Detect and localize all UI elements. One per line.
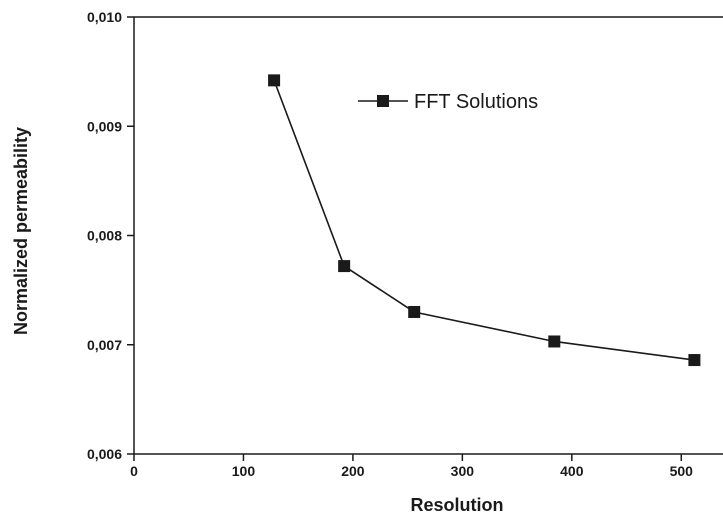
- data-point-marker: [338, 260, 351, 273]
- series: [268, 74, 701, 367]
- y-tick-label: 0,008: [87, 228, 122, 244]
- ticks: 0 100 200 300 400 500 0,006 0,007 0,008 0,009 0,01…: [87, 9, 693, 479]
- y-tick-label: 0,006: [87, 446, 122, 462]
- y-tick-label: 0,009: [87, 118, 122, 134]
- x-tick-label: 200: [341, 463, 365, 479]
- series-line: [273, 80, 695, 361]
- y-tick-label: 0,007: [87, 337, 122, 353]
- x-tick-label: 500: [670, 463, 694, 479]
- data-point-marker: [688, 354, 701, 367]
- x-tick-label: 400: [560, 463, 584, 479]
- legend-label: FFT Solutions: [414, 91, 538, 113]
- axes: [133, 16, 723, 455]
- y-axis-title: Normalized permeability: [11, 127, 31, 335]
- x-tick-label: 300: [451, 463, 475, 479]
- x-tick-label: 0: [130, 463, 138, 479]
- data-point-marker: [408, 305, 421, 318]
- x-tick-label: 100: [232, 463, 256, 479]
- legend-marker: [377, 95, 389, 107]
- data-point-marker: [268, 74, 281, 87]
- legend: FFT Solutions: [358, 91, 538, 113]
- y-tick-label: 0,010: [87, 9, 122, 25]
- data-point-marker: [548, 335, 561, 348]
- x-axis-title: Resolution: [411, 495, 504, 515]
